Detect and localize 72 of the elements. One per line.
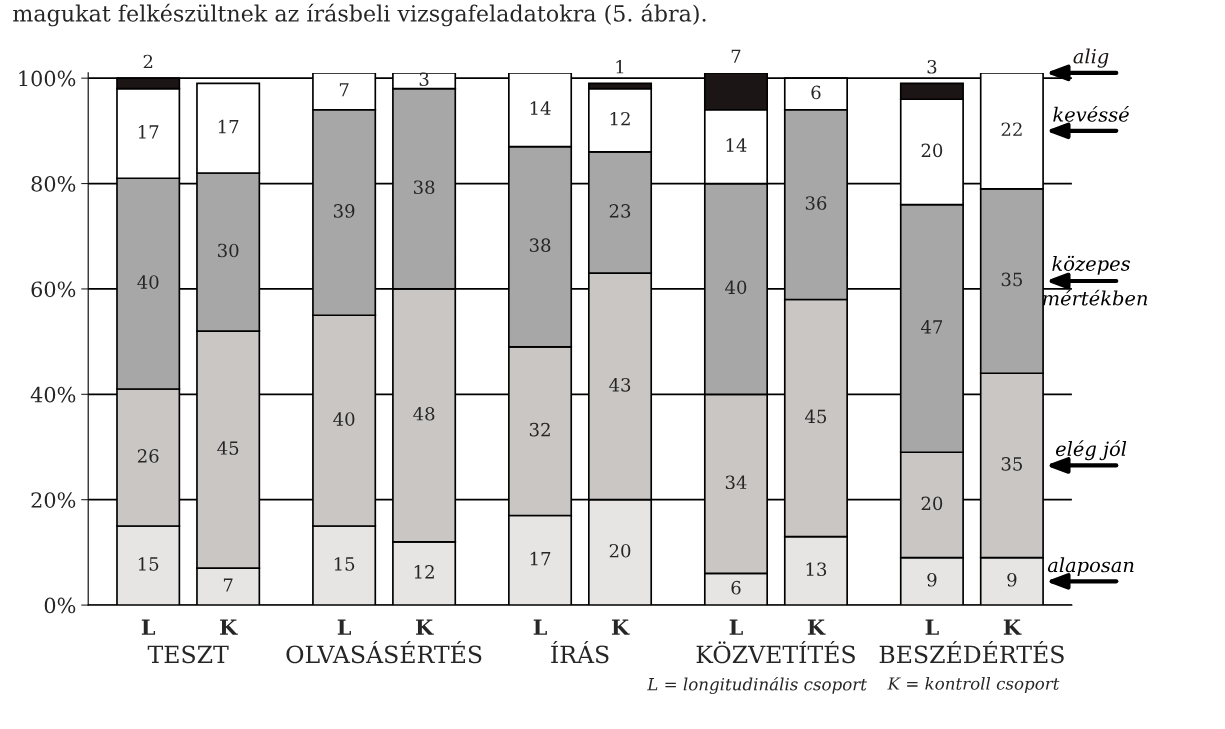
x-tick-label: L — [533, 619, 547, 635]
x-tick-label: K — [220, 619, 238, 635]
data-label: 38 — [529, 238, 551, 253]
data-label: 26 — [137, 449, 159, 463]
x-tick-label: L — [925, 619, 939, 635]
text: magukat felkészültnek az írásbeli vizsgafeladatokra (5. ábra). — [13, 3, 706, 27]
data-label: 7 — [223, 578, 233, 592]
data-label: 9 — [927, 572, 937, 587]
text: alig — [1073, 48, 1109, 68]
data-label: 6 — [731, 580, 741, 595]
x-tick-label: L — [337, 619, 351, 635]
data-label: 34 — [725, 475, 747, 490]
data-label: 45 — [805, 409, 827, 424]
data-label: 6 — [811, 85, 821, 100]
data-label: 38 — [413, 180, 435, 195]
x-tick-label: L — [141, 619, 156, 635]
text: ÍRÁS — [551, 641, 609, 664]
data-label: 3 — [419, 72, 429, 87]
data-label: 43 — [609, 377, 631, 392]
x-tick-label: K — [611, 619, 630, 635]
data-label: 12 — [414, 565, 434, 579]
text: OLVASÁSÉRTÉS — [286, 641, 482, 664]
data-label: 15 — [138, 557, 159, 571]
data-label: 2 — [143, 54, 153, 69]
data-label: 1 — [616, 59, 624, 74]
text: KÖZVETÍTÉS — [696, 641, 855, 664]
data-label: 22 — [1001, 122, 1022, 136]
series-label: kevéssé — [1053, 105, 1130, 122]
y-tick-label: 20% — [31, 492, 76, 508]
x-tick-label: K — [1003, 619, 1022, 635]
data-label: 20 — [921, 143, 943, 158]
data-label: 9 — [1007, 572, 1017, 587]
data-label: 14 — [530, 101, 551, 115]
x-tick-label: K — [807, 619, 826, 635]
data-label: 17 — [530, 551, 551, 566]
text: BESZÉDÉRTÉS — [879, 641, 1064, 664]
data-label: 13 — [806, 562, 827, 577]
data-label: 30 — [218, 243, 239, 258]
data-label: 17 — [138, 125, 159, 139]
y-tick-label: 100% — [19, 70, 76, 87]
data-label: 35 — [1001, 272, 1022, 287]
y-tick-label: 80% — [31, 176, 76, 192]
text: K = kontroll csoport — [887, 676, 1060, 694]
series-label: alaposan — [1047, 557, 1134, 577]
data-label: 45 — [217, 441, 239, 455]
data-label: 14 — [726, 138, 747, 152]
x-tick-label: L — [729, 619, 743, 635]
text: TESZT — [147, 645, 229, 664]
y-tick-label: 0% — [44, 597, 76, 614]
data-label: 20 — [921, 496, 943, 511]
y-tick-label: 40% — [30, 386, 76, 403]
data-label: 32 — [529, 422, 550, 437]
data-label: 48 — [413, 406, 435, 421]
data-label: 36 — [805, 196, 827, 210]
data-label: 20 — [609, 543, 631, 558]
data-label: 40 — [137, 275, 159, 289]
text: L = longitudinális csoport — [647, 676, 867, 694]
x-tick-label: K — [416, 619, 434, 635]
data-label: 39 — [334, 204, 355, 218]
data-label: 12 — [610, 111, 630, 126]
data-label: 17 — [218, 119, 239, 134]
data-label: 3 — [927, 59, 937, 74]
series-label: elég jól — [1055, 440, 1127, 461]
y-tick-label: 60% — [31, 281, 76, 298]
data-label: 23 — [609, 204, 631, 218]
data-label: 7 — [731, 49, 741, 63]
data-label: 40 — [333, 412, 355, 426]
data-label: 47 — [920, 320, 943, 334]
data-label: 35 — [1001, 457, 1022, 471]
data-label: 40 — [725, 280, 747, 295]
data-label: 15 — [334, 557, 355, 571]
data-label: 7 — [339, 83, 349, 97]
